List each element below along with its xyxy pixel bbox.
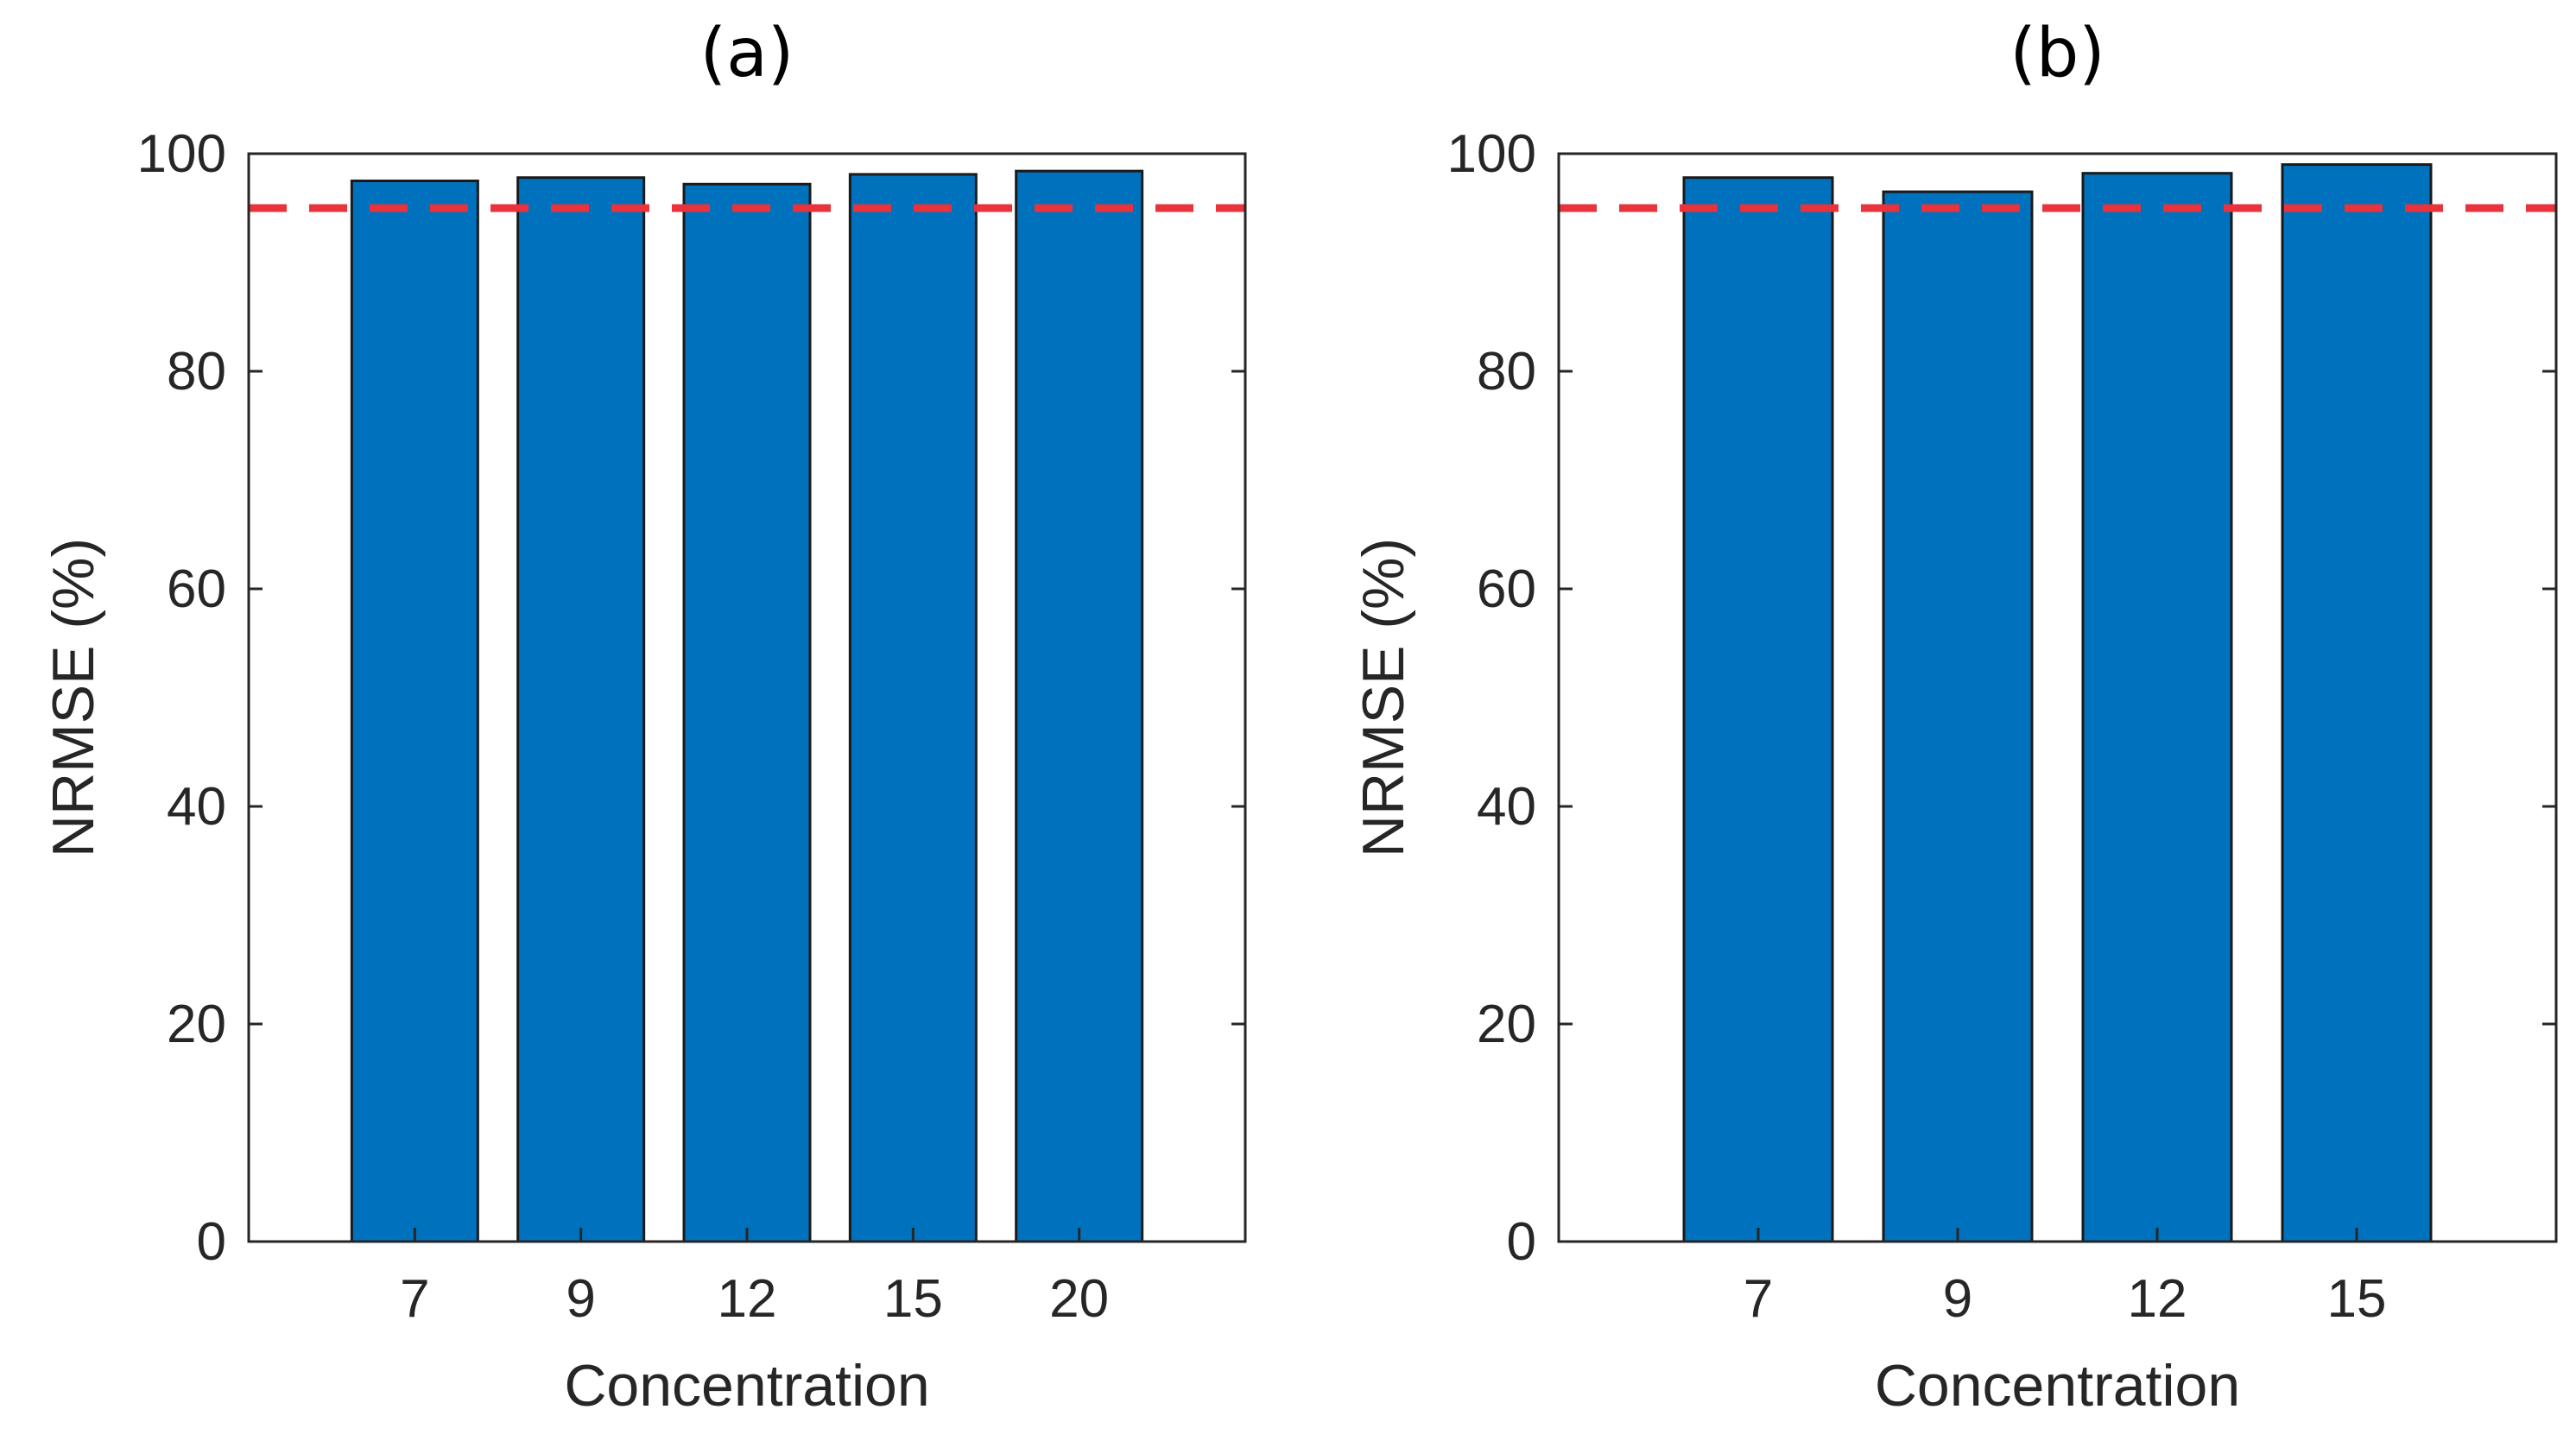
bar-7 — [350, 180, 479, 1243]
y-tick-label: 40 — [1477, 777, 1536, 837]
y-tick-label: 0 — [197, 1212, 226, 1272]
bar-20 — [1015, 169, 1144, 1243]
x-axis-label: Concentration — [1875, 1353, 2240, 1419]
x-tick-label: 12 — [2128, 1269, 2187, 1329]
x-tick-label: 15 — [883, 1269, 943, 1329]
bar-7 — [1682, 176, 1834, 1243]
y-tick-label: 60 — [1477, 559, 1536, 619]
bar-12 — [682, 182, 812, 1243]
y-tick-label: 100 — [137, 124, 226, 184]
x-tick-label: 7 — [1744, 1269, 1773, 1329]
y-tick-label: 80 — [167, 342, 226, 401]
bar-9 — [1882, 190, 2034, 1243]
bar-9 — [516, 176, 646, 1243]
panel-title: (b) — [2010, 15, 2104, 92]
y-tick-label: 80 — [1477, 342, 1536, 401]
bar-12 — [2081, 172, 2233, 1243]
y-tick-label: 0 — [1507, 1212, 1536, 1272]
y-tick-label: 100 — [1447, 124, 1536, 184]
plot-frame — [1557, 152, 2558, 1243]
x-tick-label: 7 — [400, 1269, 429, 1329]
y-axis-label: NRMSE (%) — [41, 538, 106, 857]
x-tick-label: 9 — [566, 1269, 595, 1329]
panel-title: (a) — [700, 15, 794, 92]
y-tick-label: 60 — [167, 559, 226, 619]
x-tick-label: 12 — [718, 1269, 777, 1329]
chart-b: 0 20 40 60 80 100 7 9 12 15 Concentration NRMSE (%)… — [1351, 15, 2558, 1419]
x-tick-label: 9 — [1943, 1269, 1972, 1329]
chart-a: 0 20 40 60 80 100 7 9 12 15 20 Concentration NRMSE (… — [41, 15, 1247, 1419]
bar-15 — [848, 173, 978, 1243]
y-tick-label: 40 — [167, 777, 226, 837]
x-tick-label: 15 — [2327, 1269, 2387, 1329]
y-axis-label: NRMSE (%) — [1351, 538, 1416, 857]
y-tick-label: 20 — [167, 995, 226, 1054]
x-axis-label: Concentration — [564, 1353, 929, 1419]
bar-15 — [2281, 163, 2433, 1243]
x-tick-label: 20 — [1049, 1269, 1109, 1329]
y-tick-label: 20 — [1477, 995, 1536, 1054]
